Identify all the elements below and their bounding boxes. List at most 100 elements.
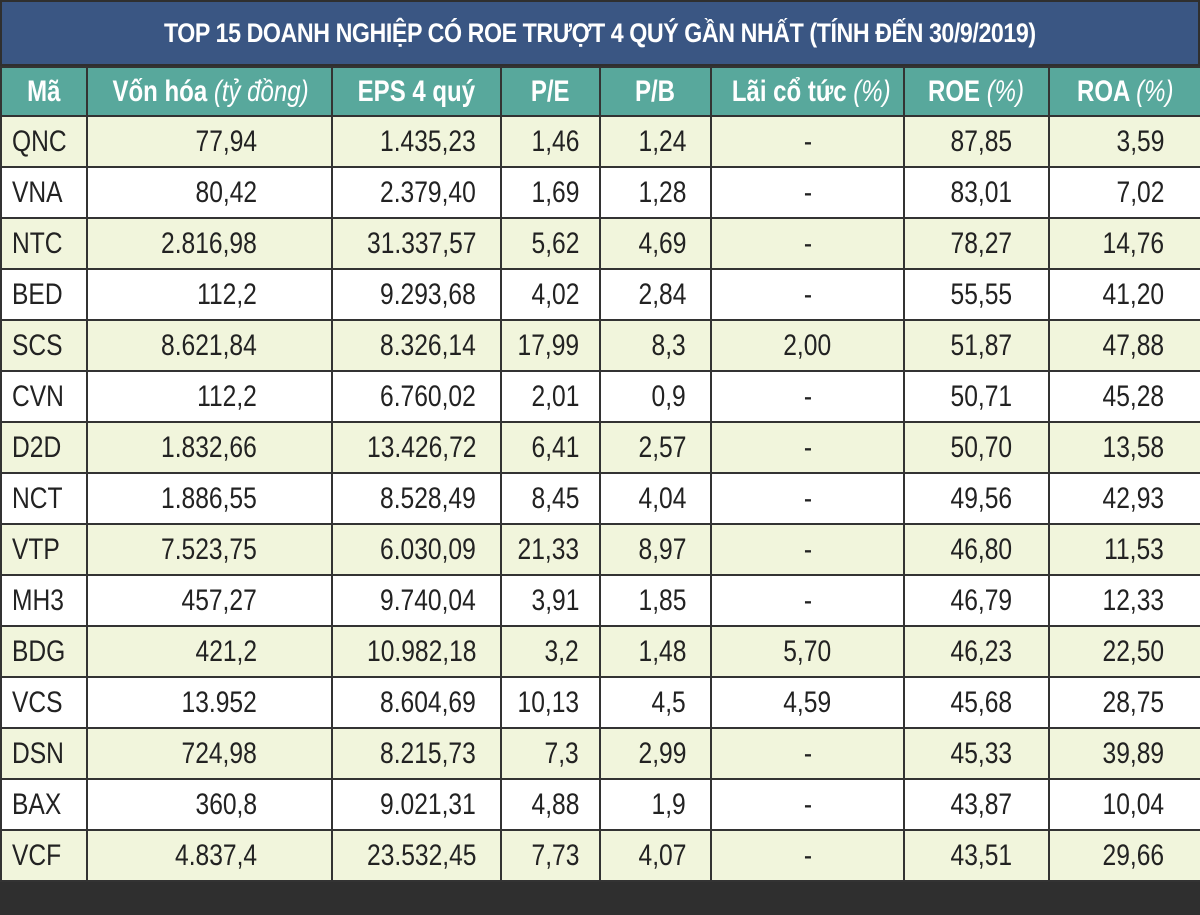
- cell-value: 1,24: [638, 124, 686, 158]
- cell-value: 8.604,69: [380, 685, 476, 719]
- cell-code: BED: [0, 268, 88, 321]
- cell-pe: 21,33: [500, 523, 601, 576]
- cell-pb: 4,5: [599, 676, 712, 729]
- cell-pe: 7,3: [500, 727, 601, 780]
- cell-dividend-yield: 2,00: [710, 319, 905, 372]
- cell-pe: 6,41: [500, 421, 601, 474]
- cell-pb: 4,04: [599, 472, 712, 525]
- cell-eps-4q: 8.215,73: [331, 727, 502, 780]
- cell-value: 7.523,75: [161, 532, 257, 566]
- column-unit-text: (%): [987, 74, 1025, 108]
- cell-market-cap: 4.837,4: [86, 829, 333, 882]
- cell-roe: 43,51: [903, 829, 1050, 882]
- cell-value: D2D: [12, 430, 62, 464]
- cell-market-cap: 77,94: [86, 115, 333, 168]
- cell-value: 51,87: [950, 328, 1012, 362]
- table-row: CVN 112,2 6.760,02 2,01 0,9 - 50,71 45,28: [0, 370, 1200, 423]
- cell-pb: 2,84: [599, 268, 712, 321]
- cell-roa: 28,75: [1048, 676, 1200, 729]
- cell-eps-4q: 6.030,09: [331, 523, 502, 576]
- cell-value: 6.760,02: [380, 379, 476, 413]
- column-header-label: Lãi cổ tức (%): [732, 75, 891, 109]
- table-row: D2D 1.832,66 13.426,72 6,41 2,57 - 50,70 13,58: [0, 421, 1200, 474]
- cell-value: -: [803, 175, 812, 209]
- cell-eps-4q: 10.982,18: [331, 625, 502, 678]
- cell-value: 4,59: [783, 685, 832, 719]
- cell-code: VCS: [0, 676, 88, 729]
- cell-pe: 10,13: [500, 676, 601, 729]
- cell-value: DSN: [12, 736, 64, 770]
- cell-value: 45,28: [1102, 379, 1164, 413]
- cell-eps-4q: 8.528,49: [331, 472, 502, 525]
- cell-value: SCS: [12, 328, 63, 362]
- table-row: NTC 2.816,98 31.337,57 5,62 4,69 - 78,27 14,76: [0, 217, 1200, 270]
- cell-roe: 43,87: [903, 778, 1050, 831]
- cell-code: NTC: [0, 217, 88, 270]
- cell-value: NTC: [12, 226, 63, 260]
- table-row: VTP 7.523,75 6.030,09 21,33 8,97 - 46,80 11,53: [0, 523, 1200, 576]
- cell-value: -: [803, 838, 812, 872]
- cell-value: 3,91: [531, 583, 579, 617]
- cell-code: CVN: [0, 370, 88, 423]
- table-row: SCS 8.621,84 8.326,14 17,99 8,3 2,00 51,87 47,8…: [0, 319, 1200, 372]
- cell-roe: 50,70: [903, 421, 1050, 474]
- cell-pb: 1,24: [599, 115, 712, 168]
- cell-value: 5,62: [531, 226, 579, 260]
- cell-value: 421,2: [195, 634, 257, 668]
- cell-value: 11,53: [1104, 532, 1164, 566]
- cell-value: 8.215,73: [380, 736, 476, 770]
- cell-value: 1.832,66: [161, 430, 257, 464]
- cell-value: 45,68: [950, 685, 1012, 719]
- cell-market-cap: 1.886,55: [86, 472, 333, 525]
- column-label-text: ROE: [928, 74, 988, 108]
- cell-code: BDG: [0, 625, 88, 678]
- cell-roe: 51,87: [903, 319, 1050, 372]
- cell-dividend-yield: -: [710, 421, 905, 474]
- cell-dividend-yield: -: [710, 115, 905, 168]
- cell-dividend-yield: -: [710, 217, 905, 270]
- cell-value: 78,27: [950, 226, 1012, 260]
- cell-value: 77,94: [195, 124, 257, 158]
- cell-roa: 29,66: [1048, 829, 1200, 882]
- cell-roa: 41,20: [1048, 268, 1200, 321]
- cell-market-cap: 7.523,75: [86, 523, 333, 576]
- cell-market-cap: 2.816,98: [86, 217, 333, 270]
- cell-eps-4q: 9.740,04: [331, 574, 502, 627]
- cell-value: 4,88: [531, 787, 579, 821]
- cell-value: 6,41: [531, 430, 579, 464]
- cell-value: 9.293,68: [380, 277, 476, 311]
- cell-value: 4,07: [638, 838, 686, 872]
- table-row: BAX 360,8 9.021,31 4,88 1,9 - 43,87 10,04: [0, 778, 1200, 831]
- cell-value: 0,9: [651, 379, 686, 413]
- cell-value: 3,59: [1116, 124, 1164, 158]
- table-body: QNC 77,94 1.435,23 1,46 1,24 - 87,85 3,59 VNA 80,…: [0, 115, 1200, 882]
- column-header-label: P/E: [531, 75, 570, 109]
- cell-value: 46,80: [950, 532, 1012, 566]
- cell-market-cap: 457,27: [86, 574, 333, 627]
- cell-pe: 8,45: [500, 472, 601, 525]
- cell-market-cap: 112,2: [86, 370, 333, 423]
- cell-dividend-yield: 5,70: [710, 625, 905, 678]
- cell-eps-4q: 9.021,31: [331, 778, 502, 831]
- cell-pb: 8,3: [599, 319, 712, 372]
- cell-code: VTP: [0, 523, 88, 576]
- column-header-market-cap: Vốn hóa (tỷ đồng): [86, 66, 333, 117]
- cell-value: 4.837,4: [174, 838, 257, 872]
- cell-market-cap: 13.952: [86, 676, 333, 729]
- column-header-roe: ROE (%): [903, 66, 1050, 117]
- cell-pe: 2,01: [500, 370, 601, 423]
- cell-value: 4,69: [638, 226, 686, 260]
- column-header-label: ROE (%): [928, 75, 1024, 109]
- cell-value: 49,56: [950, 481, 1012, 515]
- cell-market-cap: 112,2: [86, 268, 333, 321]
- table-row: VNA 80,42 2.379,40 1,69 1,28 - 83,01 7,02: [0, 166, 1200, 219]
- cell-value: 2,57: [638, 430, 686, 464]
- cell-value: 28,75: [1102, 685, 1164, 719]
- cell-pe: 4,02: [500, 268, 601, 321]
- cell-code: VNA: [0, 166, 88, 219]
- cell-roa: 14,76: [1048, 217, 1200, 270]
- cell-eps-4q: 31.337,57: [331, 217, 502, 270]
- cell-market-cap: 724,98: [86, 727, 333, 780]
- cell-value: BDG: [12, 634, 66, 668]
- cell-dividend-yield: -: [710, 268, 905, 321]
